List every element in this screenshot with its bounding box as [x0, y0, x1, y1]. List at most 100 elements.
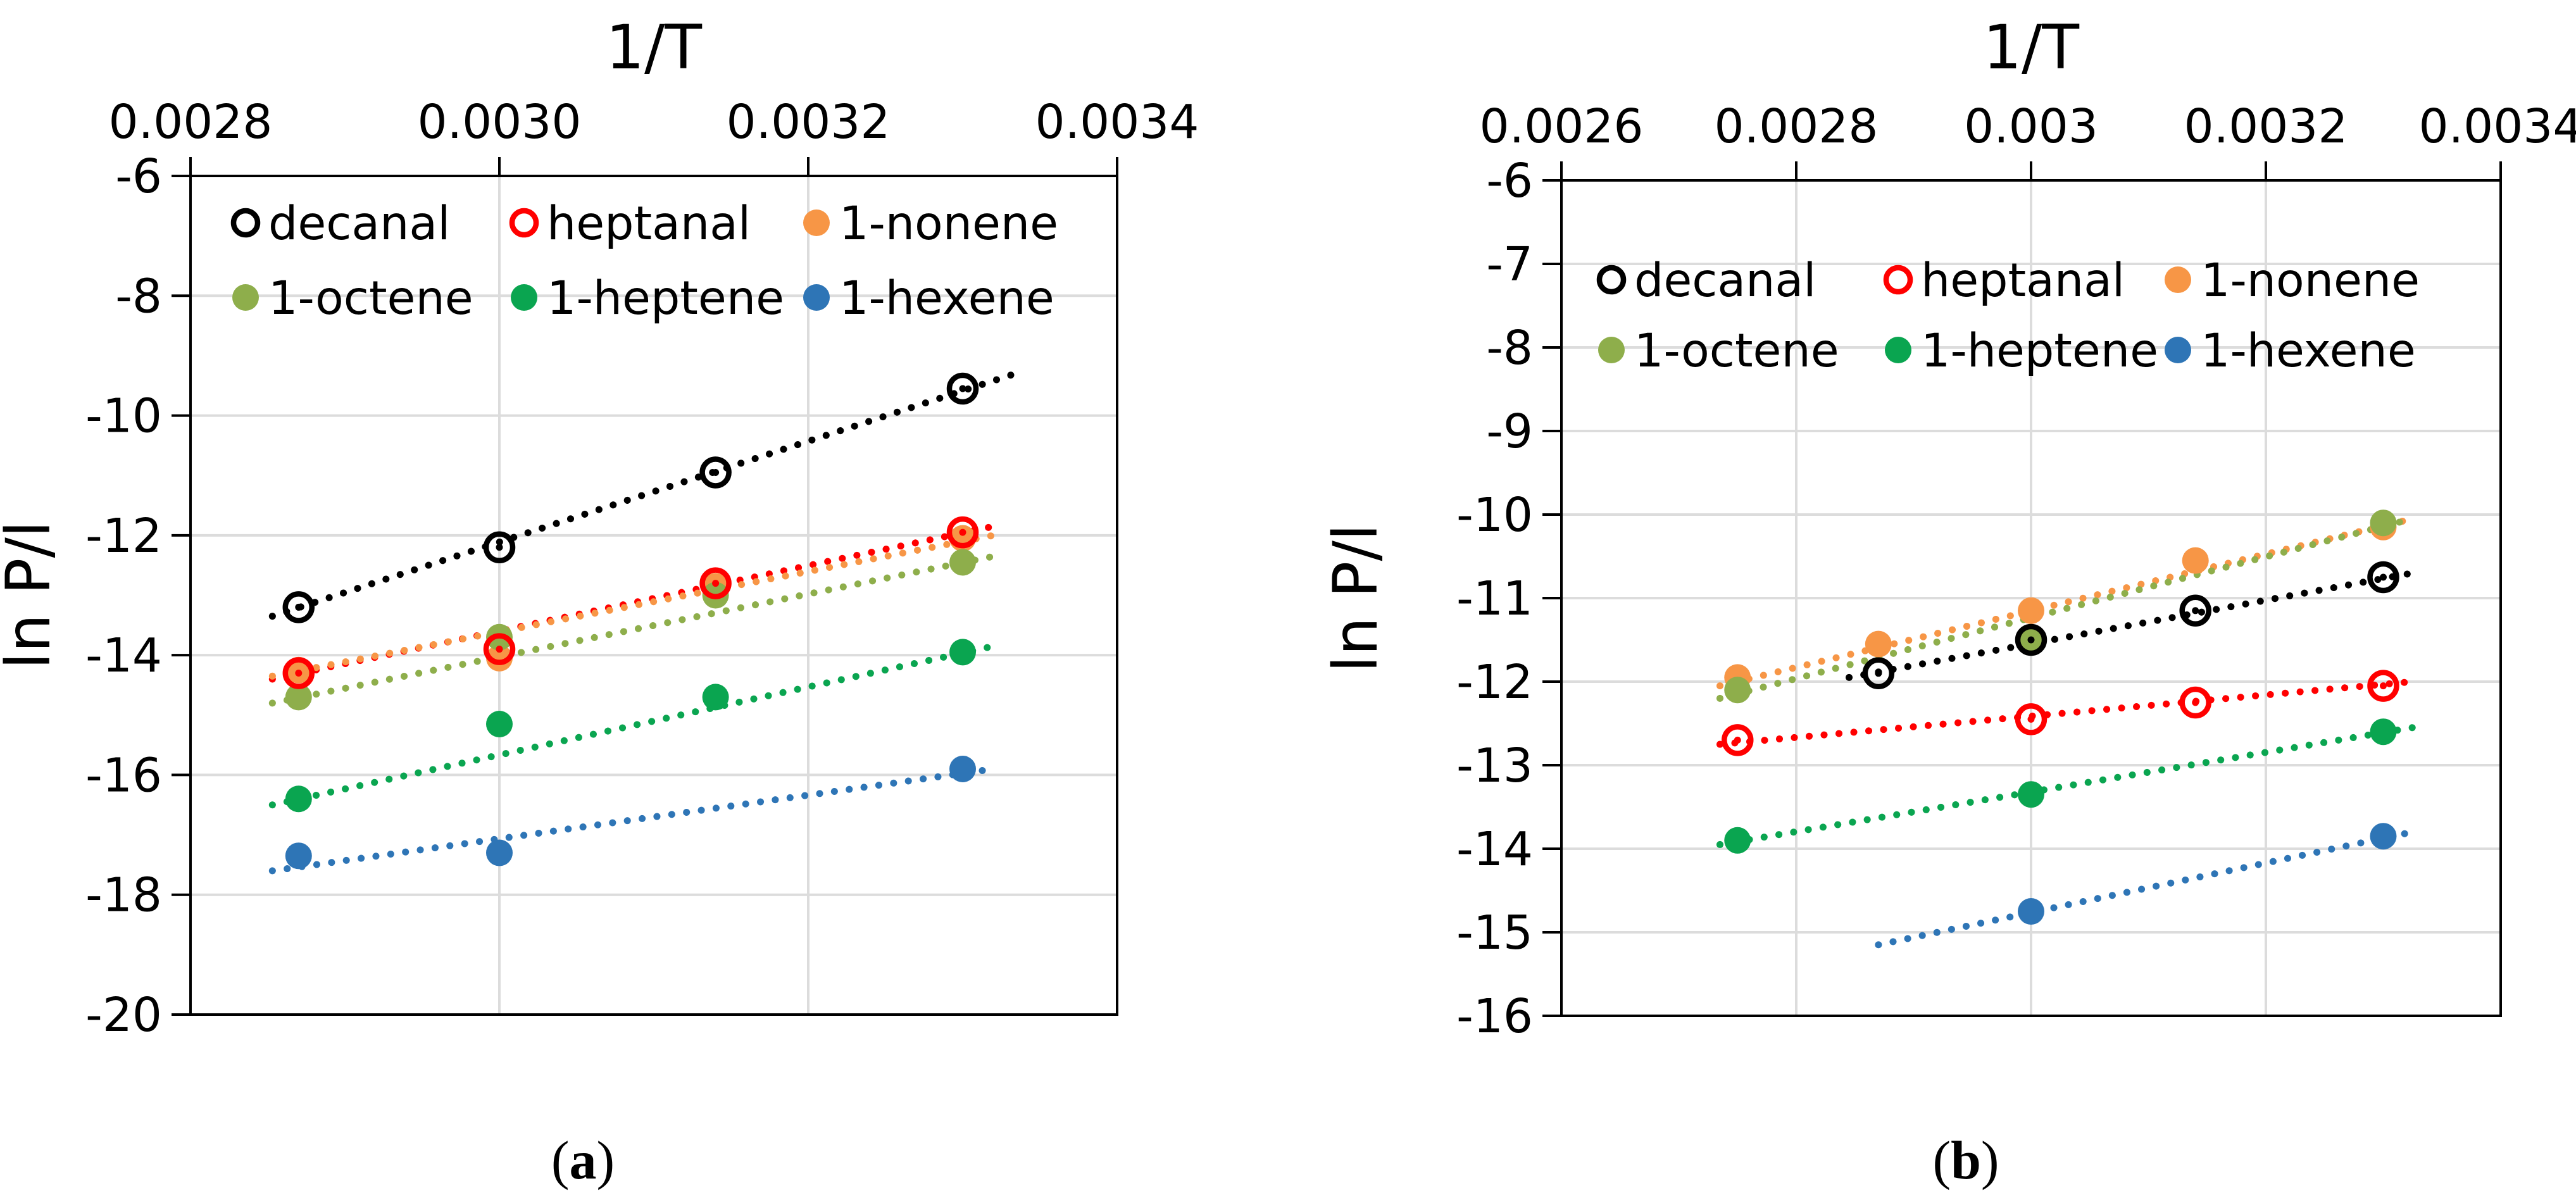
- marker: [946, 372, 979, 405]
- y-tick-label: -8: [115, 269, 162, 323]
- series-1-nonene: [1724, 513, 2397, 691]
- x-tick-label: 0.003: [1964, 99, 2098, 154]
- series-1-heptene: [1724, 718, 2397, 854]
- legend-label: 1-heptene: [1921, 324, 2158, 378]
- legend-label: 1-nonene: [839, 197, 1058, 251]
- marker: [699, 456, 732, 489]
- marker: [702, 684, 729, 711]
- marker: [2018, 898, 2044, 925]
- legend-item-1-hexene: 1-hexene: [803, 272, 1054, 325]
- series-1-hexene: [285, 755, 976, 870]
- marker: [483, 531, 516, 564]
- y-tick-label: -16: [85, 748, 162, 803]
- plot-border: [189, 175, 1118, 1016]
- marker: [285, 785, 312, 813]
- marker-center-dot: [712, 468, 720, 476]
- y-axis-title: ln P/l: [1320, 524, 1391, 673]
- x-tick-label: 0.0034: [2419, 99, 2576, 154]
- legend-label: decanal: [1634, 254, 1816, 308]
- legend-marker: [509, 208, 539, 238]
- marker: [486, 710, 513, 737]
- legend-marker: [803, 284, 830, 311]
- y-tick-label: -6: [1486, 154, 1533, 208]
- x-tick-label: 0.0034: [1035, 95, 1199, 149]
- y-tick-label: -7: [1486, 237, 1533, 292]
- legend-item-1-octene: 1-octene: [232, 272, 473, 325]
- marker: [282, 591, 315, 623]
- y-tick-label: -14: [1456, 822, 1533, 877]
- x-axis-title: 1/T: [1983, 12, 2079, 83]
- marker: [1722, 724, 1754, 756]
- marker: [2015, 703, 2048, 735]
- marker-center-dot: [959, 528, 966, 536]
- marker: [483, 633, 516, 665]
- legend-marker: [803, 209, 830, 236]
- legend-marker: [1883, 265, 1913, 295]
- legend-label: decanal: [268, 197, 450, 251]
- series-decanal: [282, 372, 979, 623]
- x-tick-label: 0.0028: [109, 95, 273, 149]
- x-axis-title: 1/T: [606, 12, 702, 83]
- marker-center-dot: [2380, 682, 2387, 690]
- series-heptanal: [282, 516, 979, 689]
- marker-center-dot: [295, 670, 303, 677]
- marker: [2179, 686, 2211, 719]
- chart-b-svg: 0.0026 0.0028 0.003 0.0032 0.0034 -6 -7 -8 -9 -10…: [1320, 12, 2576, 1191]
- series-1-octene: [1724, 509, 2397, 704]
- y-tick-label: -15: [1456, 906, 1533, 960]
- legend-item-decanal: decanal: [1596, 254, 1816, 308]
- chart-panel-a: 0.0028 0.0030 0.0032 0.0034 -6 -8 -10 -12 -14 -16…: [0, 12, 1199, 1191]
- marker-center-dot: [1875, 670, 1882, 677]
- series-1-nonene: [285, 525, 976, 684]
- legend-label: 1-nonene: [2201, 254, 2420, 308]
- legend-marker: [1598, 337, 1625, 363]
- marker: [486, 644, 513, 672]
- legend-item-1-heptene: 1-heptene: [511, 272, 784, 325]
- series-decanal: [1862, 561, 2399, 690]
- legend-marker: [2165, 266, 2191, 293]
- x-tick-label: 0.0028: [1715, 99, 1879, 154]
- legend-item-1-nonene: 1-nonene: [2165, 254, 2420, 308]
- y-axis-title: ln P/l: [0, 521, 64, 670]
- marker-center-dot: [1734, 736, 1741, 744]
- marker-center-dot: [496, 646, 503, 653]
- legend-label: heptanal: [547, 197, 751, 251]
- marker: [282, 657, 315, 689]
- trendline-heptanal: [1716, 678, 2417, 748]
- y-tick-label: -18: [85, 868, 162, 923]
- marker: [2182, 547, 2209, 574]
- legend-label: 1-octene: [1634, 324, 1839, 378]
- trendline-1-octene: [1716, 515, 2417, 702]
- series-1-hexene: [2018, 823, 2397, 925]
- marker-center-dot: [295, 603, 303, 611]
- y-tick-label: -14: [85, 628, 162, 683]
- legend-item-heptanal: heptanal: [1883, 254, 2125, 308]
- panel-caption: (b): [1932, 1130, 1999, 1191]
- series-1-heptene: [285, 639, 976, 813]
- chart-a-svg: 0.0028 0.0030 0.0032 0.0034 -6 -8 -10 -12 -14 -16…: [0, 12, 1199, 1191]
- marker: [486, 839, 513, 866]
- marker: [946, 516, 979, 549]
- marker: [2367, 670, 2399, 702]
- marker-center-dot: [2027, 715, 2035, 723]
- marker: [2018, 597, 2044, 624]
- marker: [1865, 630, 1892, 658]
- y-tick-label: -16: [1456, 989, 1533, 1044]
- marker: [949, 549, 976, 576]
- marker-center-dot: [2192, 607, 2199, 615]
- legend-marker: [1596, 265, 1627, 295]
- legend-item-1-nonene: 1-nonene: [803, 197, 1058, 251]
- legend-label: 1-heptene: [547, 272, 784, 325]
- marker: [2370, 823, 2397, 850]
- chart-panel-b: 0.0026 0.0028 0.003 0.0032 0.0034 -6 -7 -8 -9 -10…: [1288, 0, 2576, 1200]
- legend-label: 1-hexene: [2201, 324, 2416, 378]
- marker-center-dot: [2380, 573, 2387, 581]
- panel-caption: (a): [551, 1130, 615, 1191]
- marker: [949, 639, 976, 666]
- x-tick-label: 0.0030: [418, 95, 582, 149]
- marker: [2015, 623, 2048, 656]
- legend-item-1-hexene: 1-hexene: [2165, 324, 2416, 378]
- legend-item-decanal: decanal: [230, 197, 450, 251]
- legend-label: 1-hexene: [839, 272, 1054, 325]
